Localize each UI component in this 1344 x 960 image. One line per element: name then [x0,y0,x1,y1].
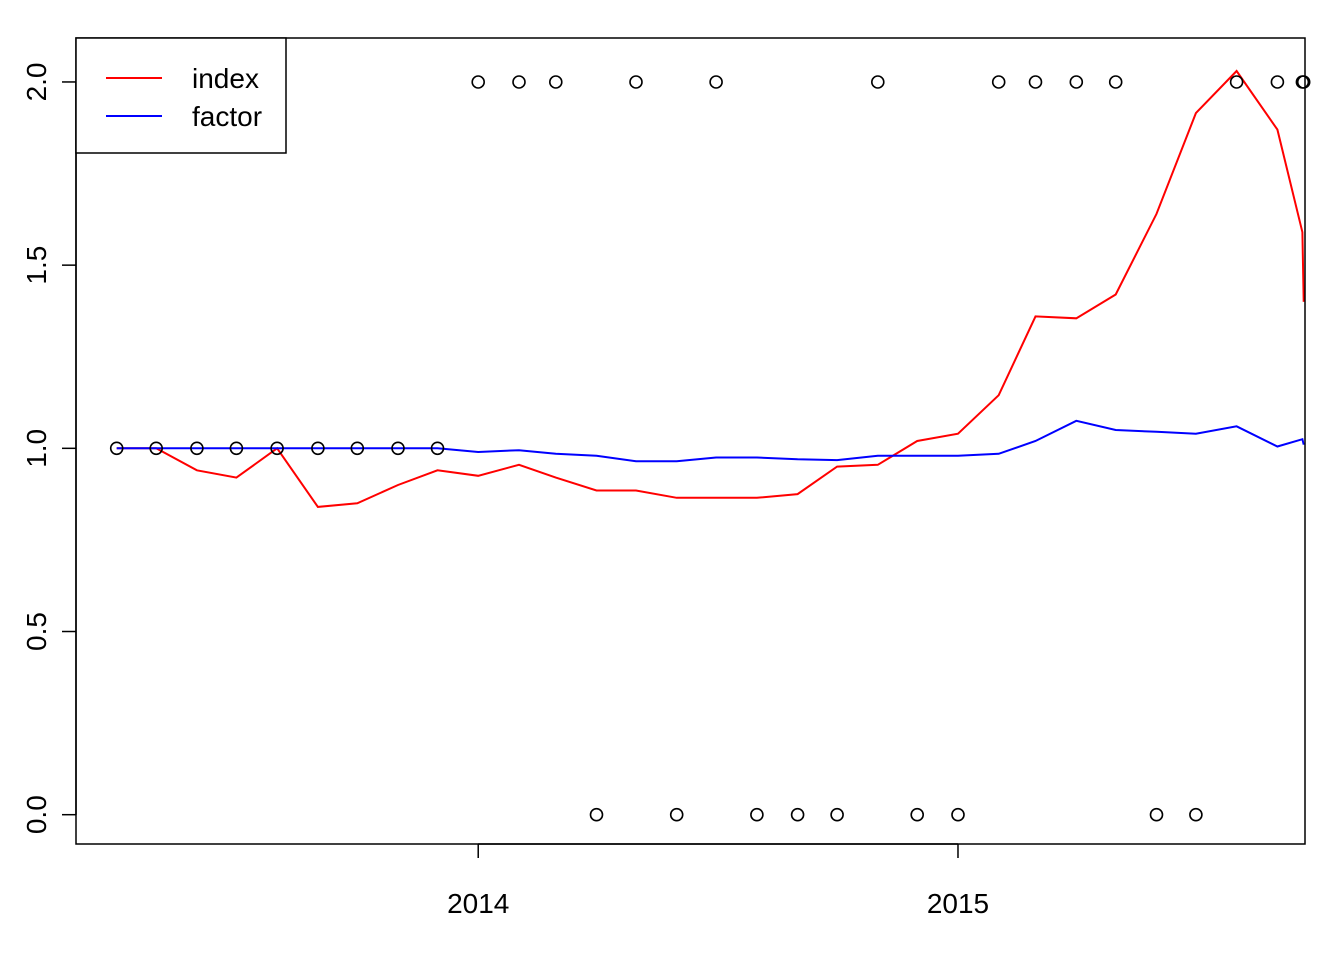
data-point-5 [311,441,325,456]
y-tick-label: 1.5 [21,246,52,285]
data-point-21 [951,807,965,822]
x-tick-label: 2014 [447,888,509,919]
legend-label: factor [192,101,262,132]
x-axis: 2014 2015 [447,843,989,919]
data-point-13 [629,75,643,89]
data-point-14 [669,807,684,822]
data-point-7 [391,441,405,456]
data-point-25 [1108,75,1123,89]
data-point-3 [229,441,244,456]
data-point-29 [1270,75,1285,89]
data-point-28 [1229,75,1244,89]
legend-box [75,37,287,154]
data-point-11 [548,75,563,89]
data-point-23 [1028,75,1043,89]
data-point-24 [1069,75,1084,89]
data-point-17 [790,807,805,822]
data-point-0 [109,441,124,456]
legend: index factor [75,37,287,154]
y-tick-label: 1.0 [21,429,52,468]
data-point-22 [991,75,1006,89]
legend-label: index [192,63,259,94]
x-tick-label: 2015 [927,888,989,919]
y-axis: 0.0 0.5 1.0 1.5 2.0 [21,62,77,834]
data-point-9 [471,75,486,89]
data-point-12 [589,807,604,822]
y-tick-label: 0.0 [21,795,52,834]
data-point-26 [1149,807,1164,822]
data-point-4 [270,441,284,456]
y-tick-label: 0.5 [21,612,52,651]
data-point-10 [512,75,526,89]
data-point-19 [870,75,885,89]
data-point-18 [830,807,844,822]
data-point-6 [350,441,365,456]
series-line-index [116,69,1305,508]
data-point-31 [1296,75,1311,89]
data-point-15 [709,75,723,89]
data-point-20 [910,807,925,822]
data-point-2 [190,441,204,456]
data-point-1 [149,441,163,456]
data-point-8 [430,441,445,456]
data-point-27 [1189,807,1203,822]
y-tick-label: 2.0 [21,62,52,101]
data-point-16 [750,807,764,822]
scatter-points [109,75,1311,822]
